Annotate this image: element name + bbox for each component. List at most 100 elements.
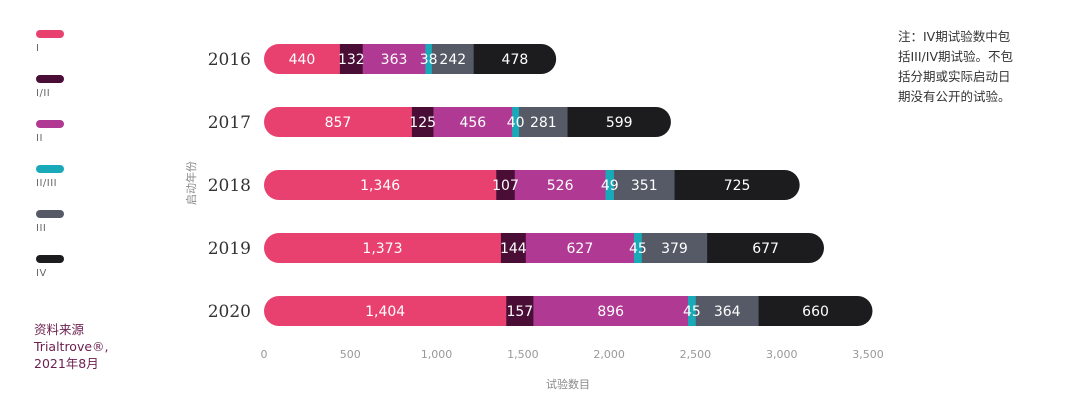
data-label: 363 — [381, 52, 408, 68]
year-label-2020: 2020 — [208, 302, 251, 322]
data-label: 478 — [502, 52, 529, 68]
bar-segment — [533, 296, 689, 326]
bar-segment — [605, 170, 615, 200]
bar-row-2018 — [264, 170, 800, 200]
bar-segment — [633, 233, 643, 263]
data-label: 38 — [420, 52, 438, 68]
bar-segment — [512, 107, 520, 137]
x-tick-label: 1,500 — [507, 348, 539, 361]
x-tick-label: 0 — [261, 348, 268, 361]
bar-segment — [688, 296, 697, 326]
bar-row-2020 — [264, 296, 873, 326]
data-label: 660 — [802, 304, 829, 320]
x-axis-title: 试验数目 — [546, 377, 590, 391]
bar-segment — [473, 44, 557, 74]
bar-segment — [758, 296, 873, 326]
legend-swatch — [36, 120, 64, 128]
data-label: 125 — [409, 115, 436, 131]
year-label-2018: 2018 — [208, 176, 251, 196]
footnote: 注：IV期试验数中包 括III/IV期试验。不包 括分期或实际启动日 期没有公开… — [898, 27, 1048, 107]
legend-item: III — [36, 210, 64, 234]
data-label: 599 — [606, 115, 633, 131]
note-line: 括分期或实际启动日 — [898, 69, 1011, 84]
data-label: 281 — [530, 115, 557, 131]
data-label: 725 — [724, 178, 751, 194]
legend-swatch — [36, 165, 64, 173]
legend-item: II — [36, 120, 64, 144]
data-label: 351 — [631, 178, 658, 194]
note-line: 注：IV期试验数中包 — [898, 29, 1011, 44]
data-label: 157 — [506, 304, 533, 320]
data-label: 677 — [752, 241, 779, 257]
bar-segment — [500, 233, 527, 263]
legend-swatch — [36, 210, 64, 218]
data-label: 45 — [629, 241, 647, 257]
data-label: 45 — [683, 304, 701, 320]
data-label: 49 — [601, 178, 619, 194]
bar-segment — [433, 107, 513, 137]
legend-item: I — [36, 30, 64, 54]
legend-label: III — [36, 223, 47, 234]
bar-segment — [264, 233, 502, 263]
bar-segment — [339, 44, 364, 74]
bar-segment — [674, 170, 800, 200]
bar-segment — [264, 170, 497, 200]
x-axis-ticks: 0 500 1,000 1,500 2,000 2,500 3,000 3,500 — [261, 348, 884, 361]
data-label: 456 — [459, 115, 486, 131]
data-label: 132 — [338, 52, 365, 68]
bar-segment — [567, 107, 671, 137]
x-tick-label: 3,000 — [766, 348, 798, 361]
legend-label: IV — [36, 268, 47, 279]
data-label: 1,346 — [360, 178, 400, 194]
bar-segment — [613, 170, 676, 200]
data-label: 857 — [325, 115, 352, 131]
x-tick-label: 1,000 — [421, 348, 453, 361]
bar-segment — [264, 107, 413, 137]
note-line: 括III/IV期试验。不包 — [898, 49, 1014, 64]
bar-segment — [425, 44, 433, 74]
legend-swatch — [36, 255, 64, 263]
year-label-2019: 2019 — [208, 239, 251, 259]
year-label-2017: 2017 — [208, 113, 251, 133]
source-note: 资料来源 Trialtrove®, 2021年8月 — [34, 321, 109, 372]
note-line: 期没有公开的试验。 — [898, 89, 1011, 104]
source-line: 2021年8月 — [34, 356, 99, 371]
data-label: 364 — [714, 304, 741, 320]
data-label: 144 — [500, 241, 527, 257]
year-label-2016: 2016 — [208, 50, 251, 70]
data-label: 440 — [289, 52, 316, 68]
source-line: 资料来源 — [34, 322, 85, 337]
data-label: 379 — [661, 241, 688, 257]
bar-row-2017 — [264, 107, 671, 137]
bars-group: 2016 440 132 363 38 242 478 2017 857 125 456 40 281 5… — [208, 44, 873, 326]
x-tick-label: 2,000 — [593, 348, 625, 361]
data-label: 1,373 — [362, 241, 402, 257]
bar-segment — [707, 233, 824, 263]
legend-item: II/III — [36, 165, 64, 189]
bar-segment — [431, 44, 475, 74]
x-tick-label: 3,500 — [852, 348, 884, 361]
data-label: 1,404 — [365, 304, 405, 320]
bar-segment — [641, 233, 708, 263]
x-tick-label: 2,500 — [680, 348, 712, 361]
bar-segment — [514, 170, 607, 200]
legend-label: II — [36, 133, 43, 144]
legend-swatch — [36, 75, 64, 83]
data-label: 107 — [492, 178, 519, 194]
data-label: 896 — [597, 304, 624, 320]
bar-segment — [519, 107, 569, 137]
legend-item: I/II — [36, 75, 64, 99]
bar-segment — [411, 107, 435, 137]
data-label: 526 — [547, 178, 574, 194]
legend-swatch — [36, 30, 64, 38]
y-axis-title: 启动年份 — [184, 161, 198, 205]
bar-row-2016 — [264, 44, 557, 74]
bar-segment — [362, 44, 426, 74]
legend-item: IV — [36, 255, 64, 279]
bar-segment — [506, 296, 534, 326]
legend-label: I/II — [36, 88, 51, 99]
data-label: 40 — [507, 115, 525, 131]
bar-row-2019 — [264, 233, 824, 263]
data-label: 627 — [567, 241, 594, 257]
